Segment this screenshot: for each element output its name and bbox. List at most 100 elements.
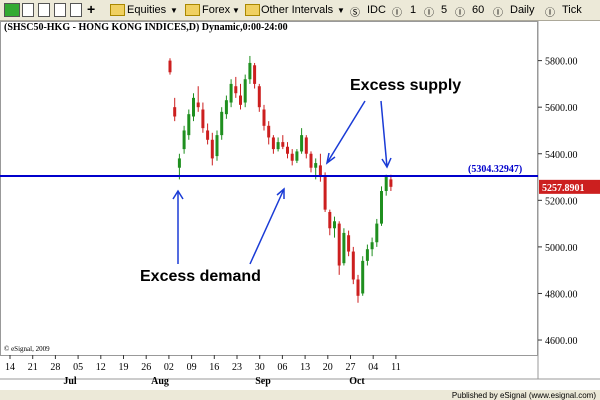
arrow-head (381, 157, 392, 169)
candle-body (304, 137, 308, 154)
x-tick-label: 20 (323, 362, 333, 373)
x-tick-label: 13 (300, 362, 310, 373)
candle-body (196, 102, 200, 108)
candle-body (328, 211, 332, 229)
candle-body (210, 139, 214, 159)
icon[interactable] (38, 3, 50, 17)
copyright: © eSignal, 2009 (4, 345, 50, 353)
arrow (249, 188, 285, 265)
chart: (SHSC50-HKG - HONG KONG INDICES,D) Dynam… (0, 21, 600, 400)
y-tick-label: 4800.00 (545, 289, 578, 300)
annotation: Excess demand (140, 268, 261, 285)
icon: Ⓘ (392, 8, 402, 19)
annotation: Excess supply (350, 77, 461, 94)
candle-body (342, 232, 346, 264)
candle-body (262, 109, 266, 126)
dropdown-arrow: ▼ (232, 6, 240, 15)
candle-body (281, 142, 285, 147)
candle-body (318, 165, 322, 178)
candle-body (356, 279, 360, 296)
icon: Ⓘ (493, 8, 503, 19)
candle-body (314, 163, 318, 168)
candle-body (168, 60, 172, 73)
candle-body (248, 62, 252, 80)
x-tick-label: 12 (96, 362, 106, 373)
last-price-box (539, 179, 600, 194)
candle-body (182, 130, 186, 150)
y-tick-label: 5800.00 (545, 57, 578, 68)
icon: Ⓘ (455, 8, 465, 19)
candle-body (234, 86, 238, 94)
x-tick-label: 06 (277, 362, 287, 373)
candle-body (206, 130, 210, 140)
arrow (326, 100, 366, 164)
candle-body (361, 260, 365, 294)
month-label: Jul (63, 376, 77, 387)
level-label: (5304.32947) (468, 164, 522, 175)
menu-item[interactable]: 5 (441, 4, 448, 16)
dropdown-arrow: ▼ (170, 6, 178, 15)
candle-body (229, 83, 233, 103)
candle-body (253, 65, 257, 84)
last-price-label: 5257.8901 (542, 183, 585, 194)
candle-body (290, 153, 294, 161)
icon: Ⓢ (350, 8, 360, 19)
footer: Published by eSignal (www.esignal.com) (452, 391, 596, 400)
candle-body (295, 151, 299, 161)
candle-body (286, 146, 289, 154)
menu-item[interactable]: IDC (367, 4, 386, 16)
candle-body (239, 95, 242, 105)
candle-body (300, 135, 304, 152)
x-tick-label: 16 (209, 362, 219, 373)
x-tick-label: 04 (368, 362, 378, 373)
folder-icon (245, 4, 260, 16)
candle-body (276, 142, 280, 150)
arrows (172, 100, 392, 265)
candle-body (389, 179, 393, 187)
icon[interactable] (70, 3, 82, 17)
candle-body (215, 135, 219, 157)
candle-body (192, 97, 195, 117)
candle-body (271, 137, 275, 150)
candle-body (177, 158, 181, 168)
x-tick-label: 11 (391, 362, 401, 373)
menu-item[interactable]: Forex (202, 4, 231, 16)
menu-item[interactable]: Tick (562, 4, 582, 16)
x-tick-label: 27 (346, 362, 356, 373)
month-label: Sep (255, 376, 271, 387)
x-tick-label: 14 (5, 362, 15, 373)
dropdown-arrow: ▼ (337, 6, 345, 15)
y-tick-label: 4600.00 (545, 336, 578, 347)
candle-body (309, 153, 313, 168)
x-tick-label: 02 (164, 362, 174, 373)
candle-body (257, 86, 261, 108)
arrow-head (172, 189, 184, 200)
icon[interactable]: + (87, 1, 96, 17)
icon[interactable] (22, 3, 34, 17)
folder-icon (110, 4, 125, 16)
icon: Ⓘ (545, 8, 555, 19)
y-tick-label: 5400.00 (545, 150, 578, 161)
icon[interactable] (54, 3, 66, 17)
y-tick-label: 5000.00 (545, 243, 578, 254)
x-tick-label: 30 (255, 362, 265, 373)
candle-body (243, 79, 247, 103)
candle-body (370, 242, 374, 250)
candle-body (267, 125, 271, 138)
x-tick-label: 26 (141, 362, 151, 373)
x-tick-label: 19 (119, 362, 129, 373)
menu-item[interactable]: Daily (510, 4, 535, 16)
menu-item[interactable]: 1 (410, 4, 417, 16)
x-tick-label: 23 (232, 362, 242, 373)
candle-body (337, 223, 341, 266)
candle-body (347, 235, 351, 252)
menu-item[interactable]: Equities (127, 4, 167, 16)
menu-item[interactable]: 60 (472, 4, 485, 16)
candle-body (380, 191, 383, 224)
y-tick-label: 5600.00 (545, 103, 578, 114)
y-tick-label: 5200.00 (545, 196, 578, 207)
icon[interactable] (4, 3, 20, 17)
menu-item[interactable]: Other Intervals (261, 4, 334, 16)
candle-body (173, 107, 177, 117)
